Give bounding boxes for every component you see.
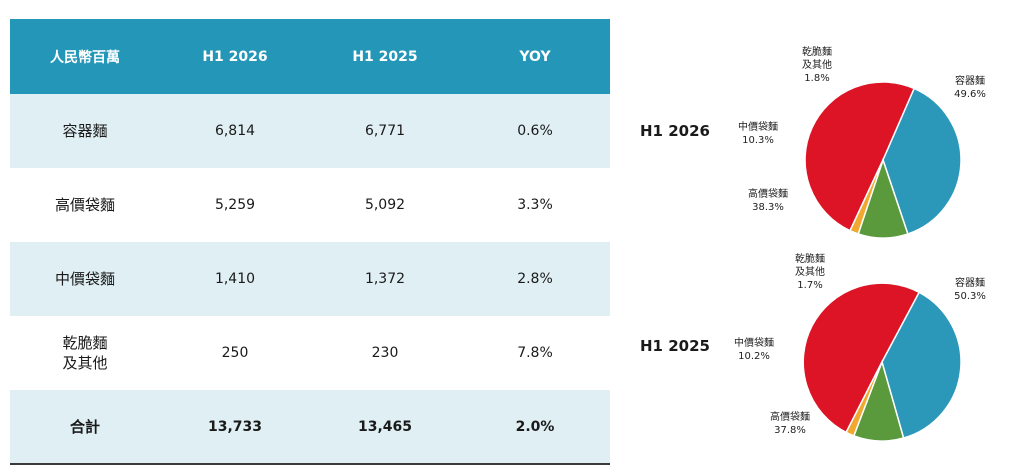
row-name-line: 高價袋麵 (54, 196, 115, 214)
row-name-line: 中價袋麵 (54, 270, 115, 288)
row-name-line: 及其他 (62, 354, 108, 372)
header-currency: 人民幣百萬 (10, 19, 160, 94)
table-row: 高價袋麵 5,259 5,092 3.3% (10, 168, 610, 242)
table-header-row: 人民幣百萬 H1 2026 H1 2025 YOY (10, 19, 610, 94)
header-h1-2025: H1 2025 (310, 19, 460, 94)
pie-label-container: 容器麵 50.3% (954, 276, 986, 302)
row-h1-2025: 230 (310, 316, 460, 390)
pie-slice-container (802, 282, 921, 434)
pie-label-crispy-other: 乾脆麵及其他 1.7% (795, 252, 825, 291)
pie-label-container: 容器麵 49.6% (954, 74, 986, 100)
header-yoy: YOY (460, 19, 610, 94)
row-h1-2026: 250 (160, 316, 310, 390)
pie-slice-crispy-other (849, 159, 884, 235)
pie-slice-premium-bag (882, 87, 962, 235)
total-yoy: 2.0% (460, 390, 610, 465)
header-h1-2026: H1 2026 (160, 19, 310, 94)
row-yoy: 7.8% (460, 316, 610, 390)
row-yoy: 3.3% (460, 168, 610, 242)
table-row: 容器麵 6,814 6,771 0.6% (10, 94, 610, 168)
row-name: 中價袋麵 (10, 242, 160, 316)
row-h1-2026: 5,259 (160, 168, 310, 242)
pie-label-premium-bag: 高價袋麵 37.8% (770, 410, 810, 436)
row-yoy: 2.8% (460, 242, 610, 316)
row-name-line: 乾脆麵 (62, 334, 108, 352)
row-h1-2025: 5,092 (310, 168, 460, 242)
pie-slice-premium-bag (881, 291, 962, 439)
row-yoy: 0.6% (460, 94, 610, 168)
total-h1-2026: 13,733 (160, 390, 310, 465)
pie-label-premium-bag: 高價袋麵 38.3% (748, 187, 788, 213)
pie-label-mid-bag: 中價袋麵 10.3% (738, 120, 778, 146)
row-name: 乾脆麵 及其他 (10, 316, 160, 390)
total-h1-2025: 13,465 (310, 390, 460, 465)
sales-table: 人民幣百萬 H1 2026 H1 2025 YOY 容器麵 6,814 6,77… (10, 19, 610, 465)
row-h1-2026: 1,410 (160, 242, 310, 316)
pie-label-crispy-other: 乾脆麵及其他 1.8% (802, 45, 832, 84)
row-h1-2026: 6,814 (160, 94, 310, 168)
pie-slice-crispy-other (845, 361, 883, 437)
pie-title-h1-2025: H1 2025 (640, 337, 710, 355)
pie-title-h1-2026: H1 2026 (640, 122, 710, 140)
row-h1-2025: 6,771 (310, 94, 460, 168)
table-row: 中價袋麵 1,410 1,372 2.8% (10, 242, 610, 316)
pie-slice-container (804, 81, 916, 232)
total-name: 合計 (10, 390, 160, 465)
row-name: 高價袋麵 (10, 168, 160, 242)
pie-charts: 容器麵 49.6% 高價袋麵 38.3% 中價袋麵 10.3% 乾脆麵及其他 1.8% 容器麵 5… (734, 45, 986, 442)
row-h1-2025: 1,372 (310, 242, 460, 316)
table-row: 乾脆麵 及其他 250 230 7.8% (10, 316, 610, 390)
row-name: 容器麵 (10, 94, 160, 168)
pie-label-mid-bag: 中價袋麵 10.2% (734, 336, 774, 362)
row-name-line: 容器麵 (62, 122, 108, 140)
total-row: 合計 13,733 13,465 2.0% (10, 390, 610, 465)
